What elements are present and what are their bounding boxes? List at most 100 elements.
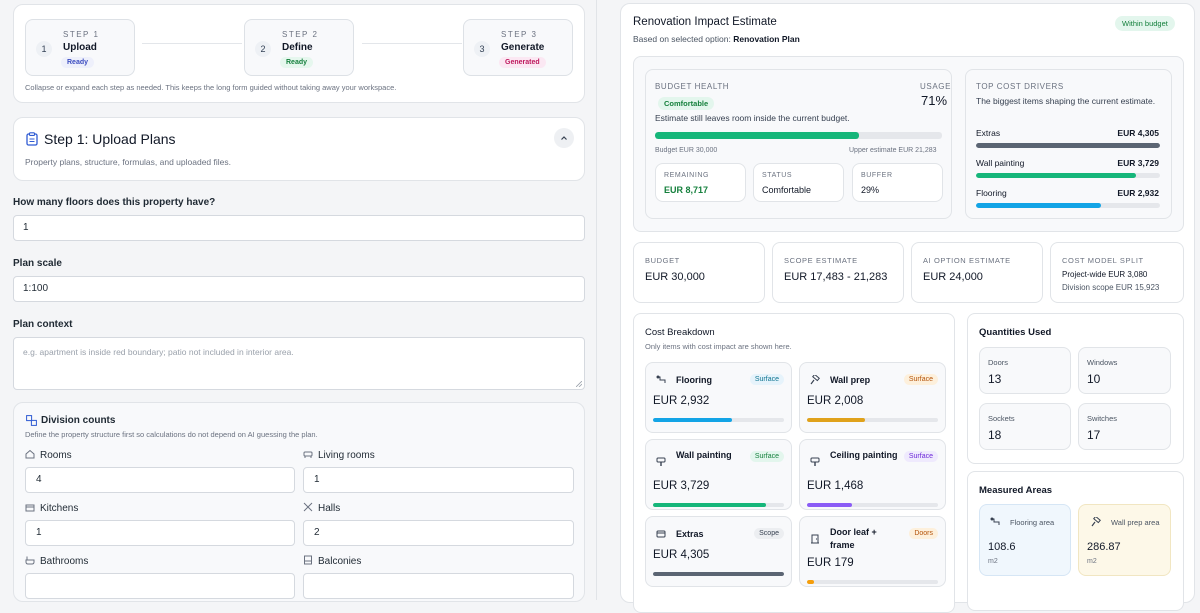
floors-input[interactable]: 1 <box>13 215 585 241</box>
breakdown-item: Wall painting Surface EUR 3,729 <box>645 439 792 510</box>
chevron-up-icon <box>561 136 567 140</box>
cost-breakdown-card: Cost Breakdown Only items with cost impa… <box>633 313 955 613</box>
summary-label: COST MODEL SPLIT <box>1062 256 1144 265</box>
rooms-label: Rooms <box>25 449 72 461</box>
within-budget-badge: Within budget <box>1115 16 1175 31</box>
step-label: STEP 1 <box>63 30 100 39</box>
breakdown-item-tag: Surface <box>903 374 938 385</box>
step-2[interactable]: 2 STEP 2 Define Ready <box>244 19 354 76</box>
driver-bar <box>976 173 1160 178</box>
quantity-value: 18 <box>988 428 1002 442</box>
breakdown-subtitle: Only items with cost impact are shown he… <box>645 342 792 351</box>
breakdown-item-value: EUR 4,305 <box>653 549 710 561</box>
division-title: Division counts <box>41 415 116 426</box>
breakdown-item-bar-fill <box>653 572 784 576</box>
context-textarea[interactable]: e.g. apartment is inside red boundary; p… <box>13 337 585 390</box>
flooring-icon <box>990 517 1000 525</box>
bathrooms-label-text: Bathrooms <box>40 556 89 567</box>
summary-line1: Project-wide EUR 3,080 <box>1062 270 1148 279</box>
extras-icon <box>656 530 666 538</box>
remaining-label: REMAINING <box>664 172 710 179</box>
roller-icon <box>810 375 820 385</box>
driver-bar-fill <box>976 143 1160 148</box>
cost-drivers-card: TOP COST DRIVERS The biggest items shapi… <box>965 69 1172 219</box>
kitchen-icon <box>25 504 35 512</box>
step-status-badge: Ready <box>61 57 95 68</box>
resize-handle-icon[interactable] <box>576 381 582 387</box>
step-3[interactable]: 3 STEP 3 Generate Generated <box>463 19 573 76</box>
estimate-title: Renovation Impact Estimate <box>633 16 777 28</box>
flooring-area-label: Flooring area <box>1010 518 1055 527</box>
home-icon <box>25 449 35 459</box>
step-name: Generate <box>501 42 545 53</box>
breakdown-item-bar <box>653 572 784 576</box>
breakdown-item-bar <box>807 418 938 422</box>
driver-value: EUR 4,305 <box>1117 128 1159 138</box>
kitchens-label-text: Kitchens <box>40 503 79 514</box>
balconies-input[interactable] <box>303 573 574 599</box>
collapse-button[interactable] <box>554 128 574 148</box>
sofa-icon <box>303 451 313 458</box>
paint-icon <box>810 457 820 466</box>
quantity-value: 17 <box>1087 428 1101 442</box>
breakdown-item: Flooring Surface EUR 2,932 <box>645 362 792 433</box>
living-rooms-input[interactable]: 1 <box>303 467 574 493</box>
scale-label: Plan scale <box>13 258 62 269</box>
step-status-badge: Generated <box>499 57 546 68</box>
breakdown-item: Ceiling painting Surface EUR 1,468 <box>799 439 946 510</box>
quantity-box: Windows 10 <box>1078 347 1171 394</box>
breakdown-item: Wall prep Surface EUR 2,008 <box>799 362 946 433</box>
quantity-label: Doors <box>988 358 1009 367</box>
balconies-label: Balconies <box>303 555 361 567</box>
halls-input[interactable]: 2 <box>303 520 574 546</box>
stepper-card: 1 STEP 1 Upload Ready 2 STEP 2 Define Re… <box>13 4 585 103</box>
step1-header-card[interactable]: Step 1: Upload Plans Property plans, str… <box>13 117 585 181</box>
quantities-title: Quantities Used <box>979 327 1052 338</box>
step-connector <box>362 43 462 44</box>
wall-prep-area-label: Wall prep area <box>1111 518 1160 527</box>
driver-bar-fill <box>976 173 1137 178</box>
summary-label: AI OPTION ESTIMATE <box>923 256 1011 265</box>
breakdown-item-bar-fill <box>653 503 766 507</box>
floors-label: How many floors does this property have? <box>13 197 216 208</box>
context-placeholder: e.g. apartment is inside red boundary; p… <box>23 347 294 357</box>
summary-card: AI OPTION ESTIMATE EUR 24,000 <box>911 242 1043 303</box>
breakdown-item: Door leaf + frame Doors EUR 179 <box>799 516 946 587</box>
kitchens-label: Kitchens <box>25 502 78 514</box>
breakdown-item-bar-fill <box>807 503 852 507</box>
driver-name: Flooring <box>976 188 1007 198</box>
step-number: 3 <box>474 41 490 57</box>
balcony-icon <box>304 555 312 565</box>
estimate-panel: Renovation Impact Estimate Based on sele… <box>620 3 1195 613</box>
step-connector <box>142 43 242 44</box>
buffer-label: BUFFER <box>861 172 893 179</box>
rooms-input[interactable]: 4 <box>25 467 295 493</box>
structure-icon <box>26 415 37 426</box>
breakdown-item-value: EUR 2,008 <box>807 395 864 407</box>
breakdown-item-bar <box>807 503 938 507</box>
kitchens-input[interactable]: 1 <box>25 520 295 546</box>
option-name: Renovation Plan <box>733 34 800 44</box>
breakdown-item-value: EUR 179 <box>807 557 854 569</box>
budget-text: Budget EUR 30,000 <box>655 147 718 154</box>
breakdown-item-bar <box>653 503 784 507</box>
step-1[interactable]: 1 STEP 1 Upload Ready <box>25 19 135 76</box>
driver-bar <box>976 203 1160 208</box>
driver-name: Wall painting <box>976 158 1025 168</box>
bathrooms-input[interactable] <box>25 573 295 599</box>
rooms-label-text: Rooms <box>40 450 72 461</box>
breakdown-item-bar-fill <box>807 418 865 422</box>
summary-card: SCOPE ESTIMATE EUR 17,483 - 21,283 <box>772 242 904 303</box>
status-label: STATUS <box>762 172 793 179</box>
scale-input[interactable]: 1:100 <box>13 276 585 302</box>
step-number: 2 <box>255 41 271 57</box>
status-value: Comfortable <box>762 185 812 195</box>
summary-value: EUR 30,000 <box>645 271 705 283</box>
flooring-area-unit: m2 <box>988 558 998 565</box>
living-label-text: Living rooms <box>318 450 375 461</box>
hall-icon <box>303 502 313 512</box>
balconies-label-text: Balconies <box>318 556 362 567</box>
quantity-box: Doors 13 <box>979 347 1071 394</box>
division-counts-card: Division counts Define the property stru… <box>13 402 585 602</box>
budget-health-card: BUDGET HEALTH Comfortable USAGE 71% Esti… <box>645 69 952 219</box>
